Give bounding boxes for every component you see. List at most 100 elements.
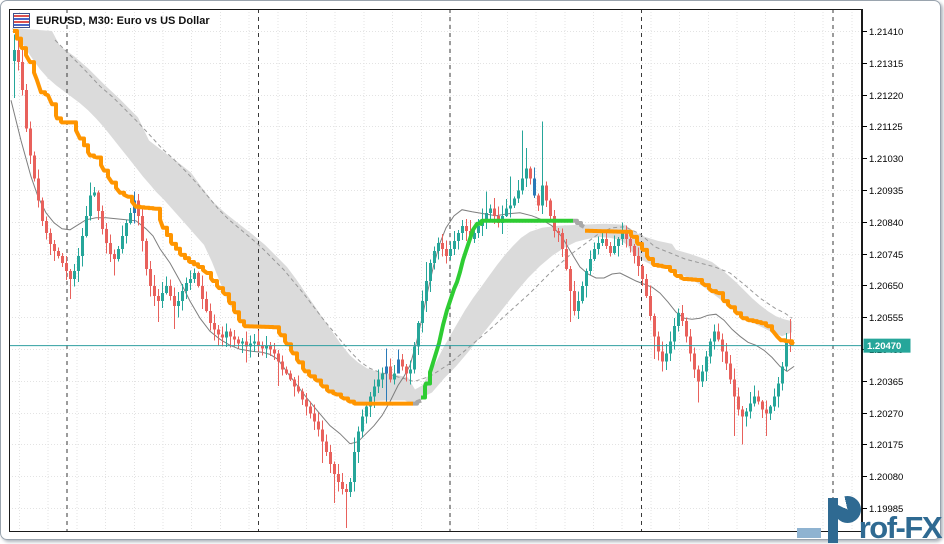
candle-body bbox=[313, 413, 316, 422]
current-price-box bbox=[863, 338, 911, 353]
candle-body bbox=[53, 243, 56, 251]
candle-body bbox=[513, 198, 516, 206]
candle-body bbox=[217, 329, 220, 335]
candle-body bbox=[85, 215, 88, 236]
watermark-text: rof-FX bbox=[858, 510, 943, 544]
candle-body bbox=[597, 242, 600, 249]
candle-body bbox=[461, 225, 464, 233]
candle-body bbox=[457, 232, 460, 241]
candle-body bbox=[625, 232, 628, 239]
candle-body bbox=[193, 273, 196, 280]
candle-body bbox=[329, 451, 332, 464]
watermark-logo-p bbox=[823, 496, 861, 543]
candle-body bbox=[489, 208, 492, 213]
axis-label: 1.20935 bbox=[869, 186, 903, 197]
candle-body bbox=[273, 349, 276, 354]
candle-body bbox=[321, 429, 324, 442]
axis-label: 1.21030 bbox=[869, 154, 903, 165]
axis-label: 1.20270 bbox=[869, 409, 903, 420]
candle-body bbox=[181, 291, 184, 302]
candle-body bbox=[725, 351, 728, 364]
candle-body bbox=[405, 366, 408, 374]
candle-body bbox=[341, 481, 344, 489]
candle-body bbox=[549, 200, 552, 216]
candle-body bbox=[125, 222, 128, 236]
candle-body bbox=[277, 353, 280, 362]
axis-label: 1.20175 bbox=[869, 440, 903, 451]
candle-body bbox=[81, 235, 84, 256]
candle-body bbox=[745, 411, 748, 417]
candle-body bbox=[701, 371, 704, 382]
candle-body bbox=[161, 293, 164, 302]
candle-body bbox=[305, 399, 308, 407]
candle-body bbox=[473, 232, 476, 239]
day-separators bbox=[66, 10, 834, 531]
candle-body bbox=[373, 386, 376, 397]
candle-body bbox=[21, 62, 24, 91]
candle-body bbox=[301, 391, 304, 400]
candle-body bbox=[769, 406, 772, 414]
candle-body bbox=[169, 286, 172, 297]
candle-body bbox=[41, 200, 44, 221]
candle-body bbox=[57, 250, 60, 256]
proffx-watermark: rof-FX bbox=[796, 496, 943, 544]
chart-icon bbox=[13, 13, 30, 28]
candle-body bbox=[361, 416, 364, 432]
candle-body bbox=[649, 296, 652, 317]
candle-body bbox=[153, 286, 156, 297]
candle-body bbox=[709, 341, 712, 357]
axis-label: 1.20650 bbox=[869, 281, 903, 292]
trend-neutral-transition-2 bbox=[573, 218, 585, 229]
candle-body bbox=[673, 326, 676, 342]
candle-body bbox=[157, 296, 160, 302]
candle-body bbox=[629, 238, 632, 246]
plot-border bbox=[9, 9, 862, 532]
candle-body bbox=[449, 248, 452, 256]
candle-body bbox=[589, 258, 592, 272]
candle-body bbox=[737, 396, 740, 410]
axis-label: 1.21220 bbox=[869, 91, 903, 102]
candle-body bbox=[717, 331, 720, 340]
trend-line-up bbox=[421, 218, 573, 400]
candle-body bbox=[601, 238, 604, 243]
candle-body bbox=[29, 128, 32, 156]
candle-body bbox=[309, 406, 312, 414]
candle-body bbox=[669, 341, 672, 354]
candle-body bbox=[545, 185, 548, 201]
grid bbox=[10, 10, 861, 531]
candle-body bbox=[177, 301, 180, 307]
candles bbox=[13, 34, 792, 529]
price-axis[interactable]: 1.21410 1.21315 1.21220 1.21125 1.21030 1.209… bbox=[862, 9, 911, 532]
candle-body bbox=[189, 279, 192, 284]
candle-body bbox=[761, 401, 764, 410]
candle-body bbox=[637, 255, 640, 266]
candle-body bbox=[425, 281, 428, 302]
candle-body bbox=[749, 403, 752, 412]
candle-body bbox=[441, 242, 444, 249]
candle-body bbox=[221, 334, 224, 338]
candle-body bbox=[685, 321, 688, 337]
candle-body bbox=[529, 168, 532, 179]
candle-body bbox=[777, 383, 780, 397]
watermark-p-circle bbox=[833, 496, 861, 523]
candle-body bbox=[705, 356, 708, 372]
candle-body bbox=[465, 225, 468, 231]
candle-body bbox=[773, 396, 776, 407]
candle-body bbox=[237, 339, 240, 344]
candle-body bbox=[173, 296, 176, 307]
current-price-label: 1.20470 bbox=[867, 341, 901, 352]
axis-label: 1.20555 bbox=[869, 313, 903, 324]
candle-body bbox=[757, 396, 760, 402]
candle-body bbox=[785, 341, 788, 367]
candle-body bbox=[197, 273, 200, 287]
candle-body bbox=[677, 313, 680, 327]
candle-body bbox=[581, 286, 584, 302]
candle-body bbox=[645, 279, 648, 297]
watermark-p-bar bbox=[827, 498, 838, 543]
candle-body bbox=[453, 240, 456, 249]
candle-body bbox=[49, 232, 52, 244]
trend-line-down-right bbox=[585, 228, 795, 347]
candle-body bbox=[121, 235, 124, 249]
candle-body bbox=[433, 250, 436, 263]
